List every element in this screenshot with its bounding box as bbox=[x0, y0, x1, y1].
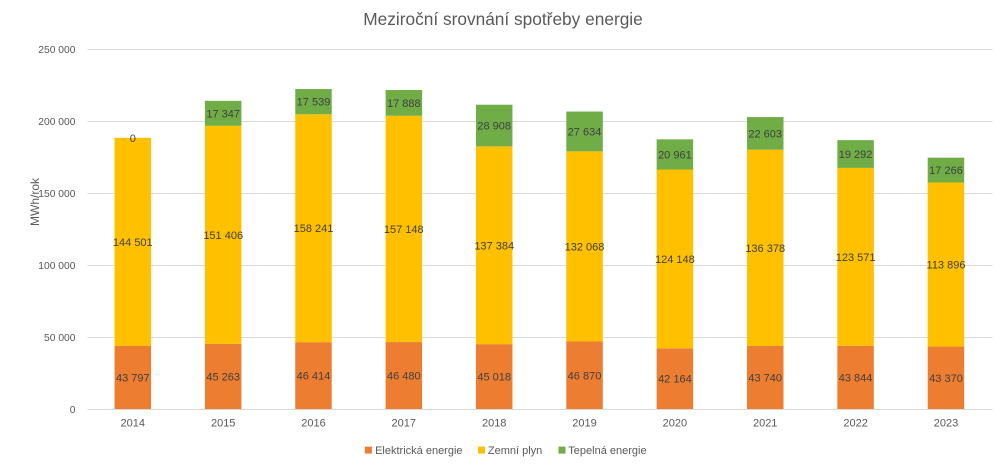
svg-text:158 241: 158 241 bbox=[294, 223, 334, 235]
svg-text:Elektrická energie: Elektrická energie bbox=[375, 445, 462, 457]
svg-text:45 263: 45 263 bbox=[206, 371, 240, 383]
svg-text:Meziroční srovnání spotřeby en: Meziroční srovnání spotřeby energie bbox=[363, 9, 643, 29]
svg-text:22 603: 22 603 bbox=[748, 128, 782, 140]
svg-text:157 148: 157 148 bbox=[384, 224, 424, 236]
svg-text:144 501: 144 501 bbox=[113, 237, 153, 249]
svg-text:50 000: 50 000 bbox=[44, 333, 76, 344]
svg-text:28 908: 28 908 bbox=[477, 121, 511, 133]
svg-text:43 370: 43 370 bbox=[929, 373, 963, 385]
svg-text:2016: 2016 bbox=[301, 417, 325, 429]
svg-text:20 961: 20 961 bbox=[658, 149, 692, 161]
svg-text:124 148: 124 148 bbox=[655, 254, 695, 266]
svg-text:2017: 2017 bbox=[392, 417, 416, 429]
svg-text:46 870: 46 870 bbox=[568, 370, 602, 382]
svg-text:150 000: 150 000 bbox=[38, 189, 75, 200]
svg-text:113 896: 113 896 bbox=[927, 260, 966, 272]
svg-text:0: 0 bbox=[130, 133, 136, 145]
svg-text:151 406: 151 406 bbox=[203, 230, 243, 242]
svg-text:MWh/rok: MWh/rok bbox=[28, 177, 42, 226]
svg-text:2015: 2015 bbox=[211, 417, 235, 429]
svg-text:2019: 2019 bbox=[572, 417, 596, 429]
svg-text:42 164: 42 164 bbox=[658, 374, 692, 386]
svg-text:2023: 2023 bbox=[934, 417, 958, 429]
svg-text:19 292: 19 292 bbox=[839, 149, 873, 161]
svg-text:0: 0 bbox=[70, 405, 76, 416]
svg-text:250 000: 250 000 bbox=[38, 45, 75, 56]
svg-text:100 000: 100 000 bbox=[38, 261, 75, 272]
svg-text:17 539: 17 539 bbox=[297, 97, 331, 109]
svg-text:2020: 2020 bbox=[663, 417, 687, 429]
svg-text:17 266: 17 266 bbox=[929, 165, 963, 177]
svg-text:2014: 2014 bbox=[121, 417, 145, 429]
svg-text:Zemní plyn: Zemní plyn bbox=[488, 445, 542, 457]
svg-text:2021: 2021 bbox=[753, 417, 777, 429]
svg-text:43 797: 43 797 bbox=[116, 373, 150, 385]
svg-text:46 414: 46 414 bbox=[297, 371, 331, 383]
svg-text:200 000: 200 000 bbox=[38, 117, 75, 128]
svg-text:27 634: 27 634 bbox=[568, 126, 602, 138]
svg-text:123 571: 123 571 bbox=[836, 252, 876, 264]
svg-text:132 068: 132 068 bbox=[565, 241, 605, 253]
svg-text:43 844: 43 844 bbox=[839, 372, 873, 384]
svg-text:46 480: 46 480 bbox=[387, 371, 421, 383]
svg-text:45 018: 45 018 bbox=[477, 372, 511, 384]
svg-text:136 378: 136 378 bbox=[745, 243, 785, 255]
svg-text:2018: 2018 bbox=[482, 417, 506, 429]
svg-text:137 384: 137 384 bbox=[474, 240, 514, 252]
svg-text:17 347: 17 347 bbox=[206, 108, 240, 120]
svg-text:Tepelná energie: Tepelná energie bbox=[568, 445, 646, 457]
svg-text:17 888: 17 888 bbox=[387, 98, 421, 110]
svg-text:43 740: 43 740 bbox=[748, 373, 782, 385]
svg-text:2022: 2022 bbox=[843, 417, 867, 429]
